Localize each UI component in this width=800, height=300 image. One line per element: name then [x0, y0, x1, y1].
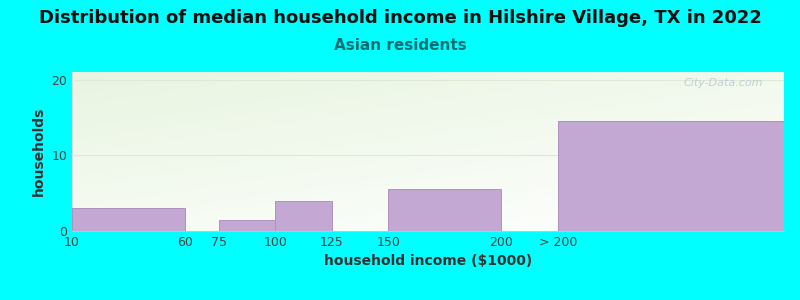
Bar	[219, 220, 275, 231]
Y-axis label: households: households	[32, 107, 46, 196]
X-axis label: household income ($1000): household income ($1000)	[324, 254, 532, 268]
Text: Asian residents: Asian residents	[334, 38, 466, 52]
Text: Distribution of median household income in Hilshire Village, TX in 2022: Distribution of median household income …	[38, 9, 762, 27]
Bar	[389, 189, 502, 231]
Bar	[275, 201, 332, 231]
Bar	[72, 208, 185, 231]
Text: City-Data.com: City-Data.com	[683, 78, 762, 88]
Bar	[558, 121, 784, 231]
